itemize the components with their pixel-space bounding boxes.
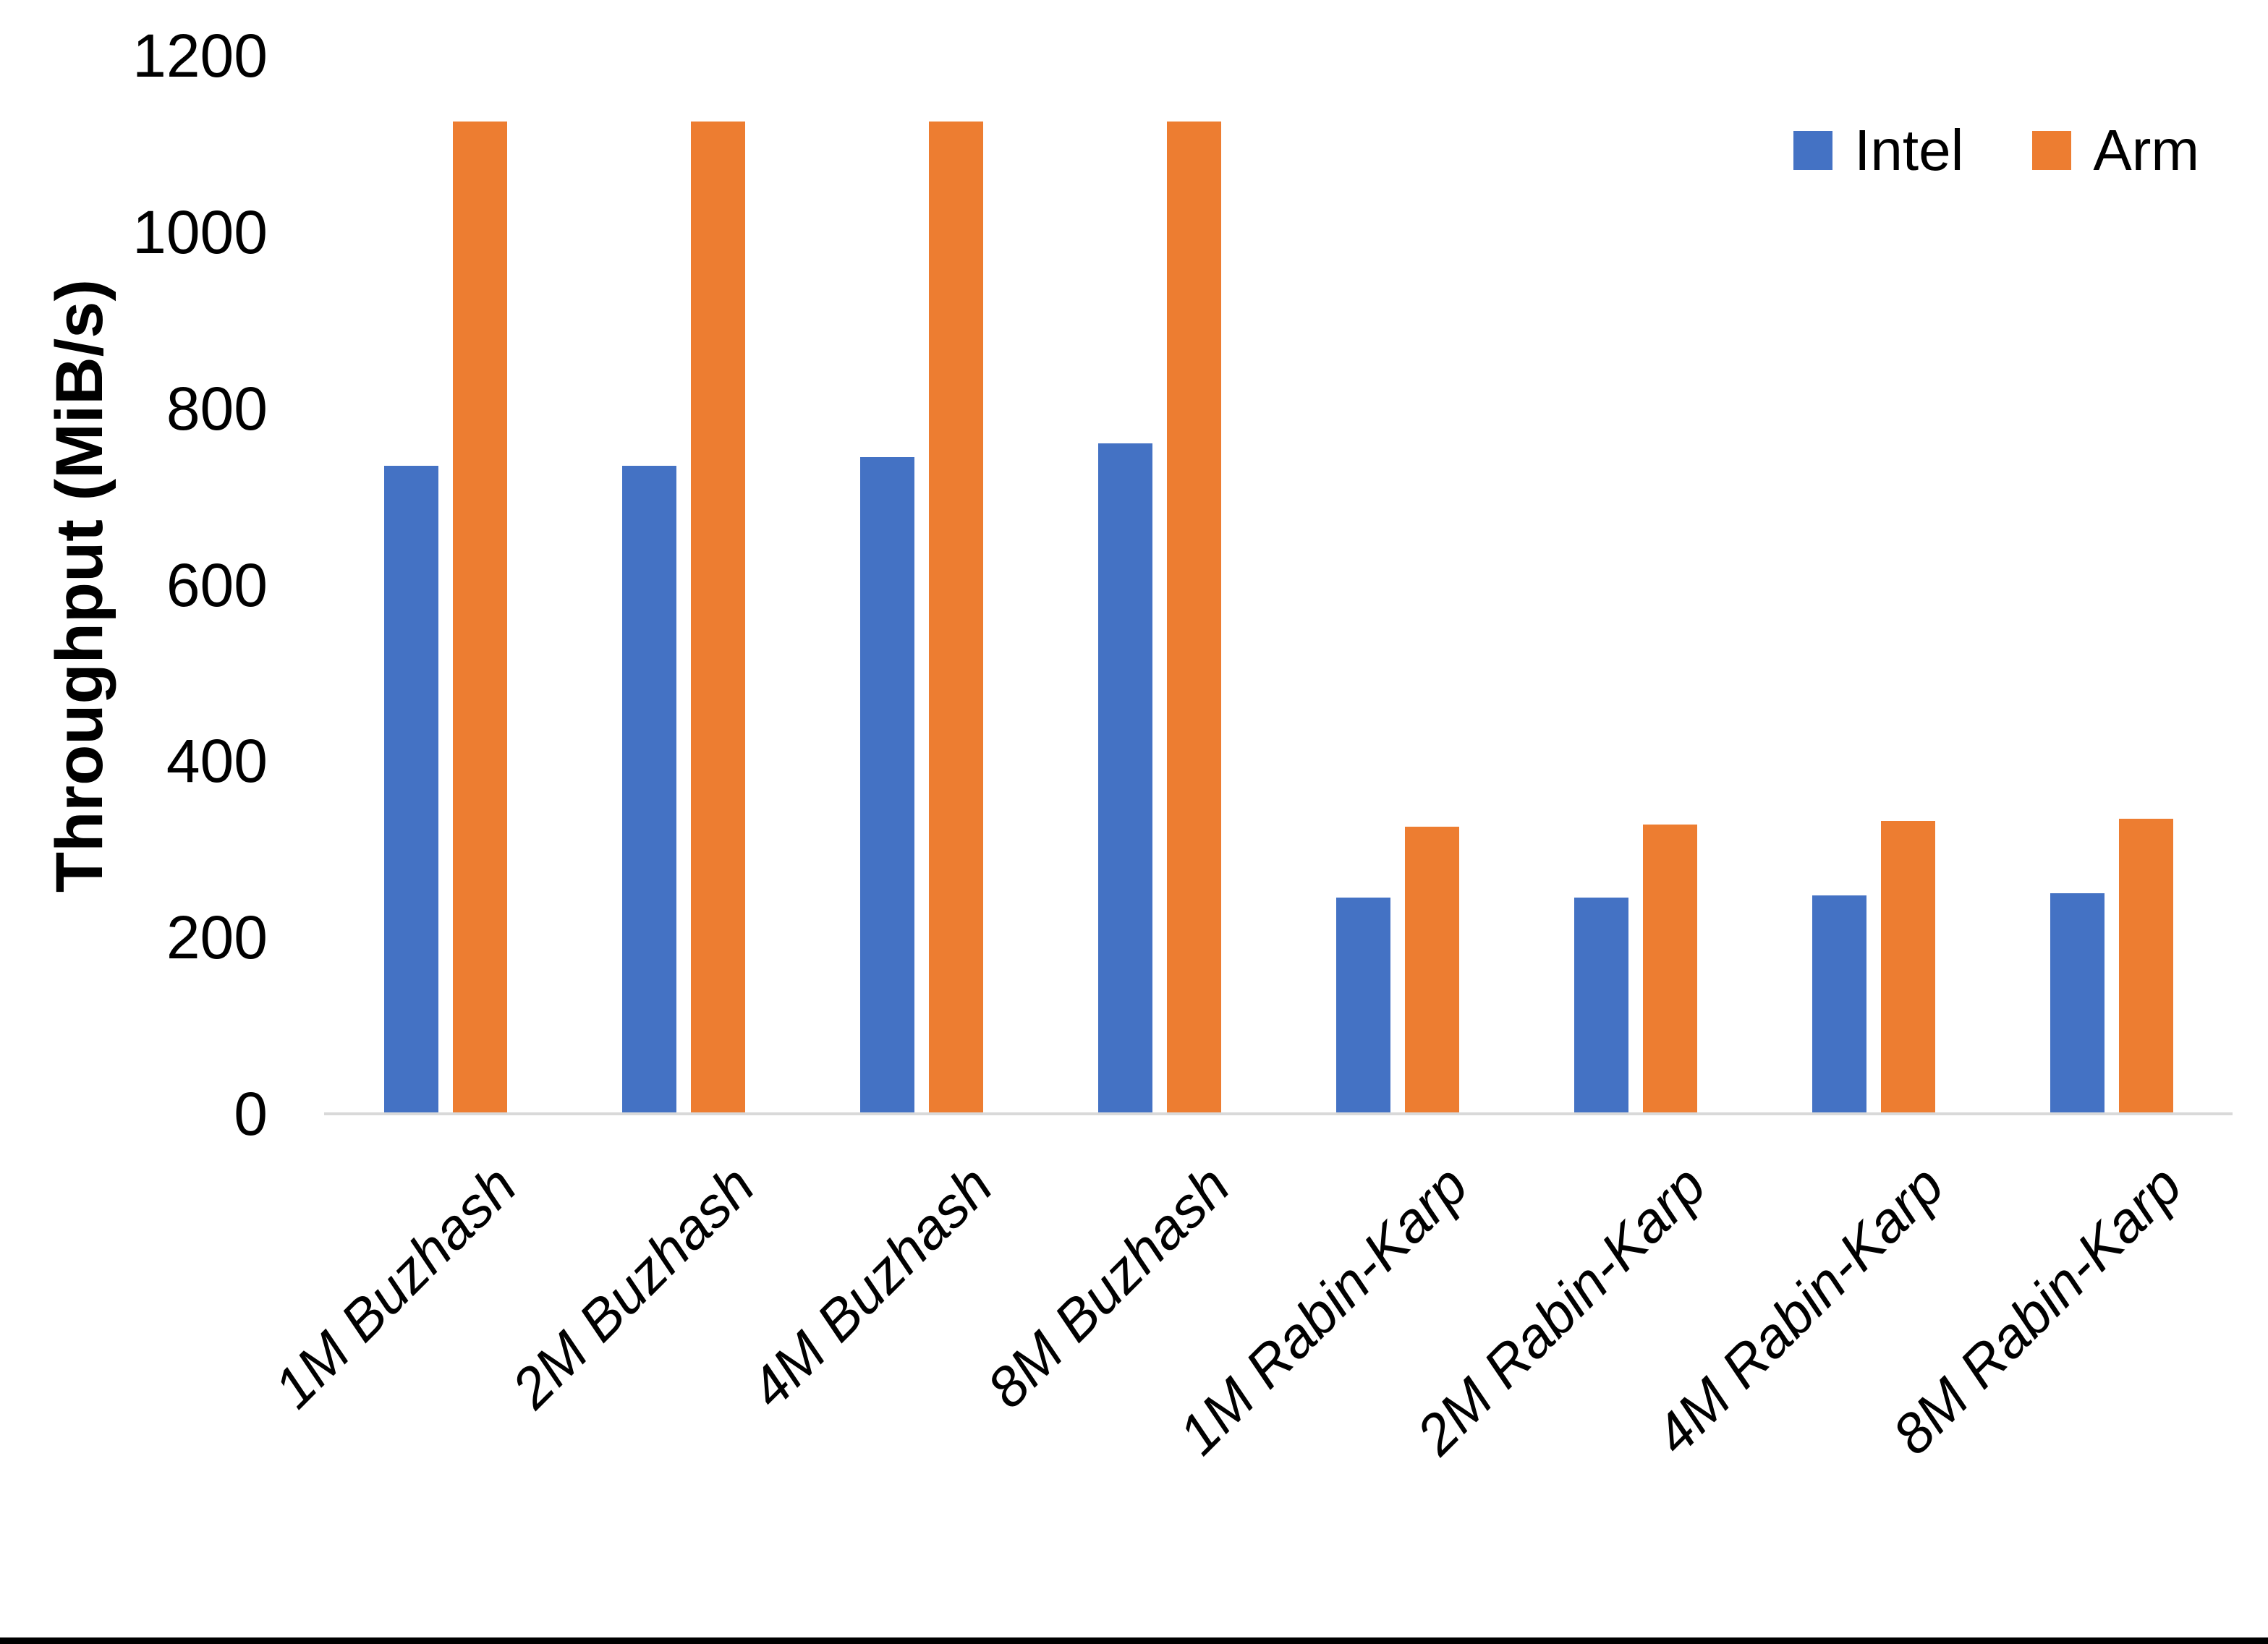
legend-label-intel: Intel bbox=[1854, 118, 1964, 182]
x-label-4m-buzhash: 4M Buzhash bbox=[737, 1153, 1004, 1421]
legend: Intel Arm bbox=[1793, 122, 2199, 179]
bar-arm-1m-buzhash bbox=[453, 122, 508, 1114]
bar-arm-1m-rabin-karp bbox=[1404, 826, 1459, 1114]
legend-swatch-arm bbox=[2032, 131, 2072, 170]
bar-intel-2m-buzhash bbox=[622, 465, 677, 1114]
legend-label-arm: Arm bbox=[2093, 118, 2199, 182]
bar-intel-4m-rabin-karp bbox=[1812, 895, 1866, 1114]
x-label-2m-buzhash: 2M Buzhash bbox=[499, 1153, 767, 1421]
y-tick-label-200: 200 bbox=[166, 903, 268, 972]
bar-arm-4m-buzhash bbox=[929, 122, 984, 1114]
bar-intel-4m-buzhash bbox=[860, 456, 915, 1114]
legend-item-intel: Intel bbox=[1793, 122, 1963, 179]
y-axis-title: Throughput (MiB/s) bbox=[43, 278, 116, 893]
y-tick-label-1000: 1000 bbox=[132, 197, 268, 266]
bar-arm-8m-buzhash bbox=[1167, 122, 1222, 1114]
x-label-1m-buzhash: 1M Buzhash bbox=[261, 1153, 529, 1421]
bar-intel-8m-buzhash bbox=[1098, 443, 1153, 1114]
bar-intel-1m-rabin-karp bbox=[1335, 898, 1390, 1114]
y-tick-label-0: 0 bbox=[234, 1080, 268, 1148]
x-axis-line bbox=[324, 1112, 2233, 1115]
bar-intel-1m-buzhash bbox=[384, 465, 439, 1114]
legend-swatch-intel bbox=[1793, 131, 1833, 170]
y-tick-label-800: 800 bbox=[166, 374, 268, 443]
bar-intel-8m-rabin-karp bbox=[2050, 893, 2105, 1114]
bar-arm-8m-rabin-karp bbox=[2118, 818, 2173, 1114]
plot-area bbox=[327, 51, 2230, 1114]
y-tick-label-400: 400 bbox=[166, 727, 268, 796]
y-tick-label-600: 600 bbox=[166, 550, 268, 619]
bar-arm-4m-rabin-karp bbox=[1880, 821, 1935, 1114]
legend-item-arm: Arm bbox=[2032, 122, 2199, 179]
bar-arm-2m-buzhash bbox=[691, 122, 746, 1114]
bar-arm-2m-rabin-karp bbox=[1642, 825, 1697, 1114]
x-label-8m-buzhash: 8M Buzhash bbox=[974, 1153, 1242, 1421]
bottom-border bbox=[0, 1637, 2268, 1644]
y-tick-label-1200: 1200 bbox=[132, 22, 268, 90]
bar-intel-2m-rabin-karp bbox=[1573, 898, 1628, 1114]
